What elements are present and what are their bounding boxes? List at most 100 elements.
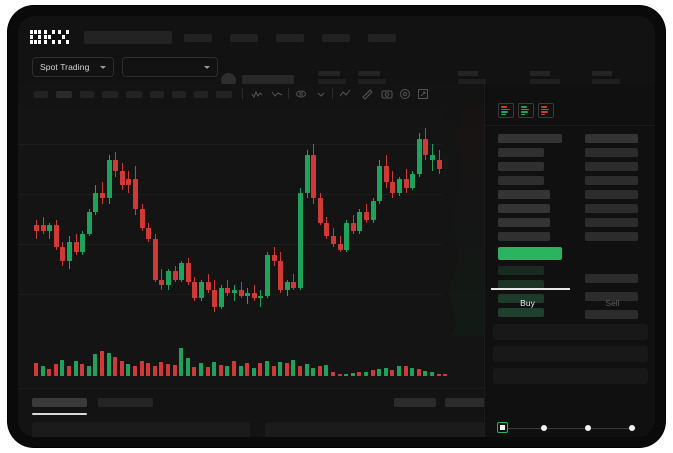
order-book-ask-row[interactable] [498,232,550,241]
ticker-stat-4 [530,71,562,84]
order-book-right-row[interactable] [585,292,638,301]
order-book-right-row[interactable] [585,204,638,213]
nav-item-1[interactable] [184,34,212,42]
search-input[interactable] [84,31,172,44]
toolbar-button-6[interactable] [150,91,164,98]
toolbar-button-5[interactable] [126,91,142,98]
volume-bar [443,373,448,376]
nav-item-2[interactable] [230,34,258,42]
volume-bar [390,370,395,376]
order-book-right-row[interactable] [585,310,638,319]
volume-bar [100,350,104,376]
nav-item-4[interactable] [322,34,350,42]
volume-bar [238,366,243,376]
order-book-highlighted-price[interactable] [498,247,562,260]
indicator-trend-icon[interactable] [270,87,284,101]
orders-card-1 [32,422,250,437]
volume-bar [324,364,329,376]
both-sides-icon[interactable] [498,103,514,118]
order-book-ask-row[interactable] [498,190,550,199]
chevron-down-icon [100,65,106,69]
trading-mode-selector[interactable]: Spot Trading [32,57,114,77]
indicator-wave-icon[interactable] [250,87,264,101]
tab-sell[interactable]: Sell [605,298,620,308]
orders-panel [18,388,487,437]
bids-only-icon[interactable] [518,103,534,118]
camera-icon[interactable] [380,87,394,101]
app-screen: Spot Trading [18,16,655,437]
volume-bar [383,367,388,376]
line-chart-icon[interactable] [338,87,352,101]
volume-bar [258,363,263,376]
volume-bar [199,362,203,376]
toolbar-button-3[interactable] [80,91,94,98]
toolbar-button-2[interactable] [56,91,72,98]
order-book-ask-row[interactable] [498,204,550,213]
ticker-stat-3 [458,71,488,84]
order-book-bid-row[interactable] [498,308,544,317]
volume-bar [423,370,428,376]
tab-buy[interactable]: Buy [520,298,535,308]
volume-bar [225,365,230,376]
order-book-right-row[interactable] [585,176,638,185]
candlestick-chart[interactable] [18,106,484,336]
order-book-ask-row[interactable] [498,162,544,171]
chevron-down-icon[interactable] [314,87,328,101]
okx-logo[interactable] [30,30,74,45]
order-book-right-row[interactable] [585,274,638,283]
toolbar-button-8[interactable] [194,91,208,98]
volume-bar [232,360,236,376]
fullscreen-icon[interactable] [416,87,430,101]
volume-bar [357,372,362,376]
chevron-down-icon [204,65,210,69]
settings-icon[interactable] [398,87,412,101]
order-book-ask-row[interactable] [498,148,544,157]
order-book-ask-row[interactable] [498,218,550,227]
asks-only-icon[interactable] [538,103,554,118]
instrument-bar: Spot Trading [18,52,655,84]
order-amount-field[interactable] [493,346,648,362]
order-book-right-row[interactable] [585,190,638,199]
order-book-bid-row[interactable] [498,266,544,275]
order-book-right-row[interactable] [585,162,638,171]
indicator-compare-icon[interactable] [294,87,308,101]
order-price-field[interactable] [493,324,648,340]
volume-bar [350,373,355,376]
volume-bar [146,363,151,376]
toolbar-button-9[interactable] [216,91,232,98]
nav-item-5[interactable] [368,34,396,42]
onboarding-stepper [497,422,642,434]
stepper-step-4[interactable] [629,425,635,431]
trading-pair-selector[interactable] [122,57,218,77]
tab-order-history[interactable] [98,398,153,407]
stepper-track [503,427,636,429]
orders-action-1[interactable] [394,398,436,407]
volume-bar [337,373,342,376]
tab-open-orders[interactable] [32,398,87,407]
trading-mode-label: Spot Trading [40,62,90,72]
orders-card-2 [265,422,484,437]
toolbar-separator [242,88,243,99]
order-book-right-row[interactable] [585,232,638,241]
order-book-bid-row[interactable] [498,294,544,303]
toolbar-button-1[interactable] [34,91,48,98]
volume-bar [93,353,98,376]
volume-bar [179,348,184,376]
toolbar-separator [288,88,289,99]
order-book-bid-row[interactable] [498,280,544,289]
stepper-step-2[interactable] [541,425,547,431]
order-book-ask-row[interactable] [498,176,544,185]
stepper-step-1-active[interactable] [497,422,508,433]
volume-bar [133,365,137,376]
toolbar-button-7[interactable] [172,91,186,98]
ruler-icon[interactable] [360,87,374,101]
stepper-step-3[interactable] [585,425,591,431]
order-book-panel: Buy Sell [484,84,655,437]
nav-item-3[interactable] [276,34,304,42]
order-book-right-row[interactable] [585,148,638,157]
order-total-field[interactable] [493,368,648,384]
orders-action-2[interactable] [445,398,487,407]
toolbar-button-4[interactable] [102,91,118,98]
order-book-right-row[interactable] [585,218,638,227]
volume-bar [152,366,157,376]
